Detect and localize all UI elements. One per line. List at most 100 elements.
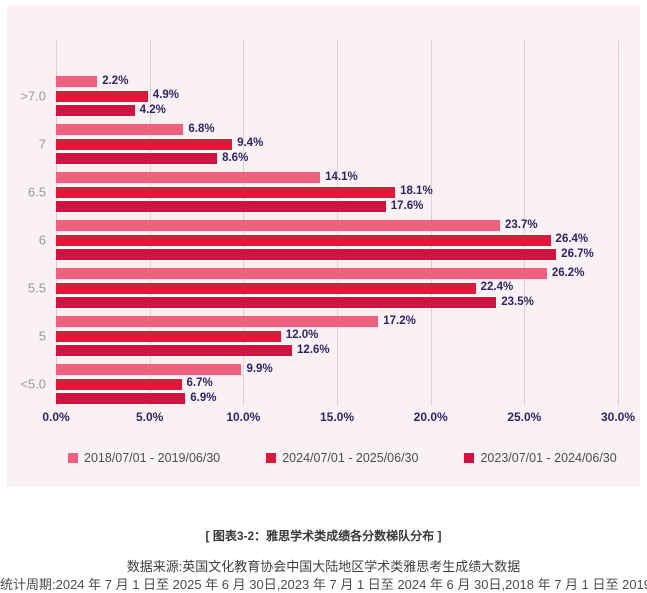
category-label: <5.0 bbox=[20, 376, 46, 392]
bar-2024-5.5 bbox=[56, 282, 476, 294]
bar-value-label: 9.9% bbox=[246, 362, 273, 375]
legend-swatch-icon bbox=[68, 453, 78, 463]
bar-value-label: 26.4% bbox=[555, 233, 589, 246]
bar-value-label: 9.4% bbox=[237, 137, 264, 150]
bar-value-label: 22.4% bbox=[480, 281, 514, 294]
x-axis: 0.0% 5.0% 10.0% 15.0% 20.0% 25.0% 30.0% bbox=[42, 410, 635, 426]
bar-2023-<5.0 bbox=[56, 393, 186, 404]
plot-area: >7.0 2.2% 4.9% 4.2% 7 6.8% 9.4% 8.6% 6.5 14.1% 18.… bbox=[20, 40, 619, 408]
bar-2018-5 bbox=[56, 316, 379, 327]
bar-2018-6 bbox=[56, 220, 500, 231]
chart-panel: >7.0 2.2% 4.9% 4.2% 7 6.8% 9.4% 8.6% 6.5 14.1% 18.… bbox=[7, 5, 640, 487]
bar-row: 18.1% bbox=[56, 185, 618, 198]
category-label: 6 bbox=[38, 232, 46, 248]
bar-row: 6.8% bbox=[56, 122, 618, 135]
x-tick-label: 10.0% bbox=[226, 410, 261, 424]
bar-2023-6.5 bbox=[56, 201, 386, 212]
legend-swatch-icon bbox=[266, 453, 277, 463]
bar-value-label: 26.7% bbox=[561, 247, 594, 260]
bar-2023-5.5 bbox=[56, 297, 497, 308]
bar-row: 9.9% bbox=[56, 362, 618, 375]
x-tick-label: 0.0% bbox=[42, 410, 70, 424]
bar-2023-7 bbox=[56, 153, 218, 164]
legend-item: 2018/07/01 - 2019/06/30 bbox=[68, 451, 220, 465]
score-group->7.0: >7.0 2.2% 4.9% 4.2% bbox=[20, 72, 618, 120]
bar-row: 2.2% bbox=[56, 74, 618, 87]
bar-row: 26.4% bbox=[56, 233, 618, 246]
bar-row: 14.1% bbox=[56, 170, 618, 183]
bar-row: 23.7% bbox=[56, 218, 618, 231]
bar-value-label: 4.2% bbox=[139, 103, 166, 116]
bar-value-label: 6.8% bbox=[188, 122, 215, 135]
bar-row: 12.0% bbox=[56, 329, 618, 342]
x-tick-label: 30.0% bbox=[600, 410, 636, 424]
bar-2024-5 bbox=[56, 330, 281, 342]
x-tick-label: 5.0% bbox=[135, 410, 164, 424]
score-group-6.5: 6.5 14.1% 18.1% 17.6% bbox=[28, 168, 618, 216]
category-label: 6.5 bbox=[27, 184, 46, 200]
x-tick-label: 20.0% bbox=[413, 410, 448, 424]
bar-2018-7 bbox=[56, 124, 184, 135]
bar-value-label: 14.1% bbox=[325, 170, 358, 183]
bar-2023-6 bbox=[56, 249, 557, 260]
bar-row: 23.5% bbox=[56, 295, 618, 308]
stat-period-note: 统计周期:2024 年 7 月 1 日至 2025 年 6 月 30日,2023… bbox=[0, 577, 647, 592]
bar-value-label: 12.0% bbox=[285, 329, 319, 342]
bar-2018-6.5 bbox=[56, 172, 321, 183]
bar-row: 12.6% bbox=[56, 343, 618, 356]
bar-value-label: 2.2% bbox=[102, 74, 129, 87]
category-label: >7.0 bbox=[20, 88, 46, 104]
legend-item: 2024/07/01 - 2025/06/30 bbox=[266, 451, 418, 465]
x-tick-label: 25.0% bbox=[507, 410, 542, 424]
bar-value-label: 17.6% bbox=[390, 199, 424, 212]
score-group-7: 7 6.8% 9.4% 8.6% bbox=[39, 120, 618, 168]
bar-value-label: 6.7% bbox=[186, 377, 213, 390]
category-label: 7 bbox=[38, 136, 46, 152]
bar-2024-<5.0 bbox=[56, 378, 182, 390]
score-group-5: 5 17.2% 12.0% 12.6% bbox=[39, 312, 618, 360]
legend: 2018/07/01 - 2019/06/30 2024/07/01 - 2025… bbox=[68, 451, 617, 465]
legend-item: 2023/07/01 - 2024/06/30 bbox=[464, 451, 617, 465]
gridline-30.0% bbox=[618, 40, 619, 406]
bar-groups: >7.0 2.2% 4.9% 4.2% 7 6.8% 9.4% 8.6% 6.5 14.1% 18.… bbox=[20, 72, 618, 408]
bar-value-label: 26.2% bbox=[551, 266, 585, 279]
legend-label: 2018/07/01 - 2019/06/30 bbox=[84, 451, 221, 465]
bar-value-label: 4.9% bbox=[152, 89, 179, 102]
bar-value-label: 23.7% bbox=[504, 218, 538, 231]
bar-row: 17.6% bbox=[56, 199, 618, 212]
bar-2024->7.0 bbox=[56, 90, 148, 102]
bar-value-label: 6.9% bbox=[190, 391, 217, 404]
x-tick-label: 15.0% bbox=[319, 410, 355, 424]
score-group-6: 6 23.7% 26.4% 26.7% bbox=[39, 216, 618, 264]
bar-2023->7.0 bbox=[56, 105, 135, 116]
data-source-note: 数据来源:英国文化教育协会中国大陆地区学术类雅思考生成绩大数据 bbox=[126, 559, 521, 574]
legend-label: 2024/07/01 - 2025/06/30 bbox=[282, 451, 419, 465]
legend-swatch-icon bbox=[464, 453, 475, 463]
score-group-5.5: 5.5 26.2% 22.4% 23.5% bbox=[28, 264, 618, 312]
bar-row: 17.2% bbox=[56, 314, 618, 327]
category-label: 5.5 bbox=[27, 280, 46, 296]
bar-value-label: 17.2% bbox=[383, 314, 416, 327]
bar-row: 9.4% bbox=[56, 137, 618, 150]
bar-2024-7 bbox=[56, 138, 233, 150]
chart-title: [ 图表3-2：雅思学术类成绩各分数梯队分布 ] bbox=[205, 529, 442, 543]
bar-row: 8.6% bbox=[56, 151, 618, 164]
bar-value-label: 18.1% bbox=[400, 185, 433, 198]
bar-2024-6 bbox=[56, 234, 551, 246]
bar-row: 26.2% bbox=[56, 266, 618, 279]
bar-row: 4.9% bbox=[56, 89, 618, 102]
bar-row: 22.4% bbox=[56, 281, 618, 294]
category-label: 5 bbox=[38, 328, 46, 344]
bar-row: 4.2% bbox=[56, 103, 618, 116]
bar-row: 6.9% bbox=[56, 391, 618, 404]
score-group-<5.0: <5.0 9.9% 6.7% 6.9% bbox=[20, 360, 618, 408]
bar-value-label: 8.6% bbox=[222, 151, 249, 164]
bar-2018-<5.0 bbox=[56, 364, 242, 375]
bar-value-label: 12.6% bbox=[297, 343, 330, 356]
bar-row: 26.7% bbox=[56, 247, 618, 260]
bar-2023-5 bbox=[56, 345, 293, 356]
legend-label: 2023/07/01 - 2024/06/30 bbox=[480, 451, 617, 465]
bar-2024-6.5 bbox=[56, 186, 396, 198]
gridline-25.0% bbox=[524, 40, 526, 406]
bar-value-label: 23.5% bbox=[501, 295, 534, 308]
